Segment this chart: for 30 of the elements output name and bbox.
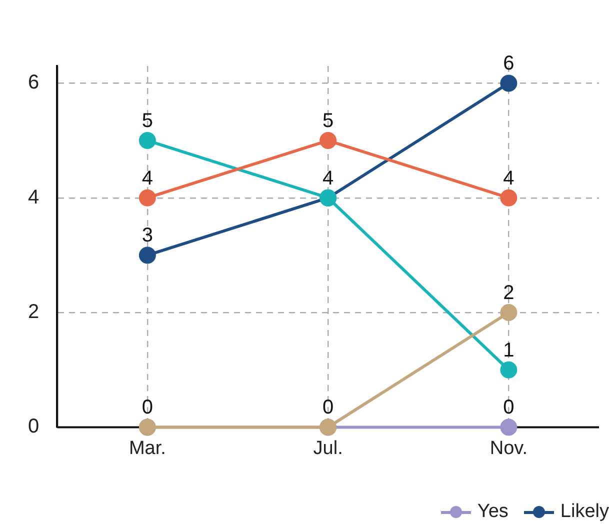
legend-label: Likely (560, 501, 609, 523)
y-tick-label: 6 (28, 72, 40, 94)
point (138, 246, 156, 264)
point (500, 189, 518, 206)
data-label: 4 (142, 167, 153, 190)
point (500, 361, 518, 378)
point (500, 74, 518, 92)
point (138, 132, 156, 150)
data-label: 3 (142, 224, 153, 247)
y-tick-label: 0 (28, 416, 40, 438)
data-label: 6 (503, 52, 514, 75)
point (138, 189, 156, 206)
point (320, 132, 337, 150)
y-tick-label: 2 (28, 301, 40, 324)
data-label: 0 (322, 396, 334, 419)
data-label: 2 (503, 282, 514, 304)
point (500, 418, 518, 436)
data-label: 5 (142, 110, 153, 132)
legend-label: Yes (477, 501, 508, 523)
x-tick-label: Jul. (313, 438, 343, 459)
y-tick-label: 4 (28, 186, 40, 208)
data-label: 0 (503, 396, 514, 419)
data-label: 4 (322, 167, 334, 190)
point (500, 304, 518, 322)
data-label: 0 (142, 396, 153, 419)
data-label: 1 (503, 339, 514, 362)
data-label: 4 (503, 167, 514, 190)
data-label: 5 (322, 110, 334, 132)
x-tick-label: Mar. (128, 438, 166, 459)
x-tick-label: Nov. (490, 438, 528, 459)
